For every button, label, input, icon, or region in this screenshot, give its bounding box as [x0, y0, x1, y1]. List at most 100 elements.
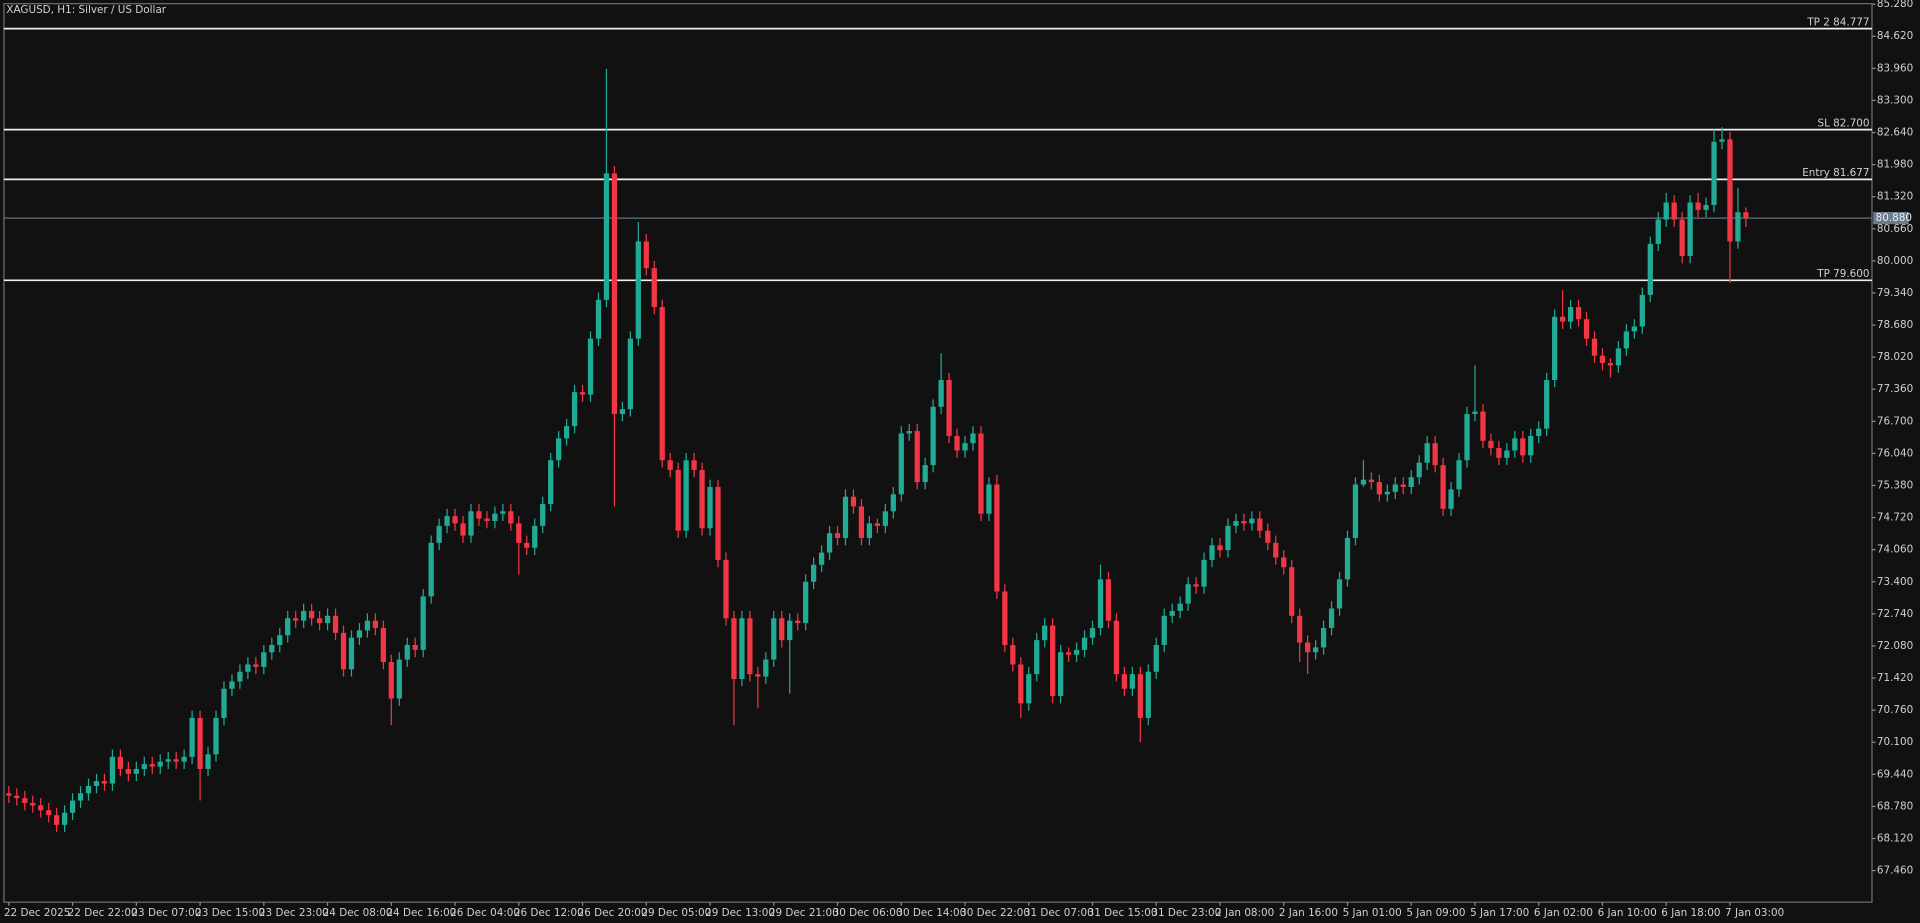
y-tick-label: 68.120 — [1877, 832, 1913, 844]
candle-body — [1472, 411, 1478, 415]
candle-body — [1105, 579, 1112, 621]
x-tick-label: 5 Jan 17:00 — [1470, 907, 1529, 919]
candle-body — [269, 644, 275, 653]
candle-body — [1504, 450, 1510, 458]
candle-body — [571, 392, 578, 427]
candle-body — [1583, 319, 1590, 339]
candle-body — [1448, 489, 1454, 509]
y-tick-label: 72.080 — [1877, 640, 1913, 652]
candle-body — [332, 615, 339, 633]
candle-body — [340, 632, 347, 670]
x-tick-label: 26 Dec 04:00 — [450, 907, 520, 919]
candle-body — [508, 511, 514, 524]
x-tick-label: 26 Dec 12:00 — [514, 907, 584, 919]
candle-body — [181, 756, 187, 762]
candle-body — [277, 635, 283, 645]
candle-body — [1480, 411, 1486, 441]
candle-body — [1416, 462, 1422, 478]
y-tick-label: 82.640 — [1877, 127, 1913, 139]
candle-body — [356, 630, 363, 638]
x-tick-label: 29 Dec 05:00 — [641, 907, 711, 919]
candle-body — [1193, 584, 1199, 587]
candle-body — [1599, 355, 1606, 363]
candle-body — [372, 620, 379, 628]
candle-body — [1297, 615, 1303, 643]
x-tick-label: 2 Jan 08:00 — [1215, 907, 1274, 919]
y-tick-label: 75.380 — [1877, 480, 1913, 492]
candle-body — [316, 618, 323, 624]
candle-body — [1392, 484, 1398, 492]
candle-body — [253, 664, 259, 667]
x-tick-label: 31 Dec 15:00 — [1088, 907, 1158, 919]
candle-body — [436, 525, 442, 543]
candle-body — [1368, 479, 1375, 483]
candle-body — [1089, 627, 1096, 638]
candle-body — [1440, 465, 1446, 509]
candle-body — [540, 503, 546, 526]
candle-body — [237, 671, 243, 682]
candle-body — [85, 785, 92, 794]
candle-body — [1623, 331, 1630, 349]
x-tick-label: 5 Jan 01:00 — [1343, 907, 1402, 919]
candle-body — [452, 516, 458, 524]
candle-body — [1408, 477, 1414, 487]
candle-body — [675, 469, 681, 531]
candle-body — [125, 768, 131, 774]
candle-body — [659, 307, 665, 461]
candle-body — [635, 241, 641, 339]
candle-body — [1058, 652, 1064, 697]
candle-body — [699, 469, 705, 529]
candle-body — [707, 486, 713, 529]
y-tick-label: 76.040 — [1877, 447, 1913, 459]
candle-body — [556, 438, 562, 461]
candle-body — [141, 764, 147, 769]
price-label: 80.880 — [1876, 212, 1912, 224]
candle-body — [1567, 307, 1574, 322]
y-tick-label: 73.400 — [1877, 576, 1913, 588]
candle-body — [165, 759, 171, 762]
y-tick-label: 74.720 — [1877, 512, 1913, 524]
candle-body — [651, 268, 657, 308]
candle-body — [484, 518, 490, 522]
candle-body — [117, 756, 124, 769]
level-label: TP 2 84.777 — [1806, 16, 1869, 28]
candle-body — [22, 798, 28, 804]
candle-body — [189, 717, 195, 757]
candle-body — [1129, 674, 1135, 689]
candle-body — [6, 793, 12, 796]
x-tick-label: 23 Dec 07:00 — [131, 907, 201, 919]
candle-body — [532, 525, 538, 548]
candle-body — [1145, 671, 1151, 718]
candle-body — [739, 618, 745, 680]
candle-body — [898, 433, 904, 495]
price-label-box — [1873, 211, 1909, 225]
y-tick-label: 83.300 — [1877, 94, 1913, 106]
candle-body — [1344, 538, 1351, 580]
candle-body — [866, 523, 873, 539]
x-tick-label: 30 Dec 22:00 — [960, 907, 1030, 919]
candle-body — [1711, 141, 1717, 205]
y-tick-label: 74.060 — [1877, 544, 1913, 556]
candle-body — [396, 659, 402, 699]
candle-body — [412, 644, 418, 650]
candle-body — [1647, 243, 1653, 295]
x-tick-label: 5 Jan 09:00 — [1406, 907, 1465, 919]
x-tick-label: 2 Jan 16:00 — [1279, 907, 1338, 919]
candle-body — [970, 433, 976, 444]
candle-body — [1320, 627, 1327, 648]
x-tick-label: 6 Jan 10:00 — [1598, 907, 1657, 919]
candle-body — [667, 460, 673, 470]
candle-body — [516, 523, 522, 543]
candle-body — [1225, 525, 1231, 551]
candle-body — [1687, 202, 1693, 257]
candle-body — [1002, 591, 1008, 645]
y-tick-label: 76.700 — [1877, 415, 1913, 427]
x-tick-label: 23 Dec 15:00 — [195, 907, 265, 919]
candle-body — [380, 627, 386, 663]
candle-body — [14, 795, 20, 799]
x-tick-label: 22 Dec 22:00 — [68, 907, 138, 919]
candle-body — [1384, 491, 1390, 495]
candle-body — [221, 688, 227, 718]
candle-body — [524, 542, 530, 548]
